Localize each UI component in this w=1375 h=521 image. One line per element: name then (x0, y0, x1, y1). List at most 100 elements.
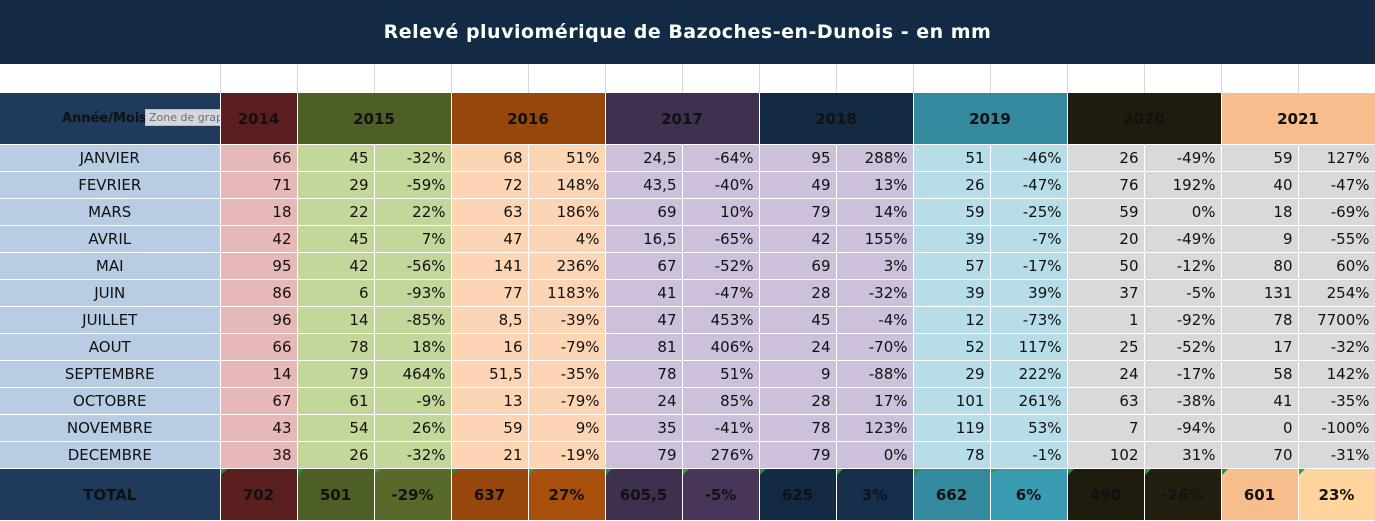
variation-cell[interactable]: 85% (682, 387, 760, 415)
rainfall-cell[interactable]: 58 (1221, 360, 1299, 388)
rainfall-cell[interactable]: 96 (220, 306, 298, 334)
variation-cell[interactable]: -17% (1144, 360, 1222, 388)
rainfall-cell[interactable]: 72 (451, 171, 529, 199)
variation-cell[interactable]: -88% (836, 360, 914, 388)
rainfall-cell[interactable]: 80 (1221, 252, 1299, 280)
year-header-2014[interactable]: 2014 (220, 93, 298, 145)
rainfall-cell[interactable]: 70 (1221, 441, 1299, 469)
total-rainfall-cell[interactable]: 625 (759, 468, 837, 521)
variation-cell[interactable]: 53% (990, 414, 1068, 442)
rainfall-cell[interactable]: 45 (297, 144, 375, 172)
rainfall-cell[interactable]: 63 (1067, 387, 1145, 415)
variation-cell[interactable]: -12% (1144, 252, 1222, 280)
rainfall-cell[interactable]: 17 (1221, 333, 1299, 361)
variation-cell[interactable]: -70% (836, 333, 914, 361)
rainfall-cell[interactable]: 78 (605, 360, 683, 388)
rainfall-cell[interactable]: 141 (451, 252, 529, 280)
variation-cell[interactable]: -41% (682, 414, 760, 442)
rainfall-cell[interactable]: 47 (605, 306, 683, 334)
variation-cell[interactable]: 22% (374, 198, 452, 226)
variation-cell[interactable]: 261% (990, 387, 1068, 415)
variation-cell[interactable]: 3% (836, 252, 914, 280)
total-rainfall-cell[interactable]: 637 (451, 468, 529, 521)
variation-cell[interactable]: 288% (836, 144, 914, 172)
rainfall-cell[interactable]: 45 (297, 225, 375, 253)
year-month-header[interactable]: Année/Mois Zone de graphique (0, 93, 221, 145)
month-label[interactable]: MAI (0, 252, 221, 280)
rainfall-cell[interactable]: 78 (297, 333, 375, 361)
rainfall-cell[interactable]: 131 (1221, 279, 1299, 307)
variation-cell[interactable]: 51% (682, 360, 760, 388)
rainfall-cell[interactable]: 101 (913, 387, 991, 415)
year-header-2017[interactable]: 2017 (605, 93, 760, 145)
variation-cell[interactable]: 0% (836, 441, 914, 469)
total-rainfall-cell[interactable]: 601 (1221, 468, 1299, 521)
rainfall-cell[interactable]: 25 (1067, 333, 1145, 361)
rainfall-cell[interactable]: 26 (913, 171, 991, 199)
rainfall-cell[interactable]: 78 (1221, 306, 1299, 334)
total-rainfall-cell[interactable]: 702 (220, 468, 298, 521)
variation-cell[interactable]: 155% (836, 225, 914, 253)
variation-cell[interactable]: 123% (836, 414, 914, 442)
variation-cell[interactable]: 186% (528, 198, 606, 226)
rainfall-cell[interactable]: 9 (759, 360, 837, 388)
rainfall-cell[interactable]: 24 (1067, 360, 1145, 388)
rainfall-cell[interactable]: 102 (1067, 441, 1145, 469)
variation-cell[interactable]: 142% (1298, 360, 1375, 388)
total-variation-cell[interactable]: 23% (1298, 468, 1375, 521)
variation-cell[interactable]: 60% (1298, 252, 1375, 280)
variation-cell[interactable]: -59% (374, 171, 452, 199)
variation-cell[interactable]: 39% (990, 279, 1068, 307)
rainfall-cell[interactable]: 24 (759, 333, 837, 361)
variation-cell[interactable]: 406% (682, 333, 760, 361)
rainfall-cell[interactable]: 71 (220, 171, 298, 199)
rainfall-cell[interactable]: 81 (605, 333, 683, 361)
variation-cell[interactable]: -65% (682, 225, 760, 253)
variation-cell[interactable]: -100% (1298, 414, 1375, 442)
rainfall-cell[interactable]: 41 (1221, 387, 1299, 415)
total-variation-cell[interactable]: -26% (1144, 468, 1222, 521)
year-header-2020[interactable]: 2020 (1067, 93, 1222, 145)
rainfall-cell[interactable]: 28 (759, 387, 837, 415)
rainfall-cell[interactable]: 68 (451, 144, 529, 172)
rainfall-cell[interactable]: 24 (605, 387, 683, 415)
rainfall-cell[interactable]: 14 (220, 360, 298, 388)
variation-cell[interactable]: 7700% (1298, 306, 1375, 334)
month-label[interactable]: JUIN (0, 279, 221, 307)
rainfall-cell[interactable]: 42 (759, 225, 837, 253)
variation-cell[interactable]: -40% (682, 171, 760, 199)
variation-cell[interactable]: -47% (682, 279, 760, 307)
total-rainfall-cell[interactable]: 605,5 (605, 468, 683, 521)
variation-cell[interactable]: -79% (528, 387, 606, 415)
variation-cell[interactable]: -32% (836, 279, 914, 307)
variation-cell[interactable]: -9% (374, 387, 452, 415)
total-variation-cell[interactable]: 6% (990, 468, 1068, 521)
variation-cell[interactable]: 453% (682, 306, 760, 334)
variation-cell[interactable]: -64% (682, 144, 760, 172)
rainfall-cell[interactable]: 59 (1221, 144, 1299, 172)
rainfall-cell[interactable]: 43,5 (605, 171, 683, 199)
variation-cell[interactable]: 148% (528, 171, 606, 199)
rainfall-cell[interactable]: 79 (605, 441, 683, 469)
variation-cell[interactable]: 0% (1144, 198, 1222, 226)
rainfall-cell[interactable]: 52 (913, 333, 991, 361)
rainfall-cell[interactable]: 35 (605, 414, 683, 442)
rainfall-cell[interactable]: 79 (759, 441, 837, 469)
variation-cell[interactable]: -79% (528, 333, 606, 361)
rainfall-cell[interactable]: 38 (220, 441, 298, 469)
rainfall-cell[interactable]: 26 (297, 441, 375, 469)
month-label[interactable]: DECEMBRE (0, 441, 221, 469)
rainfall-cell[interactable]: 69 (759, 252, 837, 280)
rainfall-cell[interactable]: 42 (297, 252, 375, 280)
rainfall-cell[interactable]: 78 (913, 441, 991, 469)
rainfall-cell[interactable]: 6 (297, 279, 375, 307)
variation-cell[interactable]: 18% (374, 333, 452, 361)
variation-cell[interactable]: 222% (990, 360, 1068, 388)
rainfall-cell[interactable]: 1 (1067, 306, 1145, 334)
variation-cell[interactable]: -92% (1144, 306, 1222, 334)
year-header-2016[interactable]: 2016 (451, 93, 606, 145)
variation-cell[interactable]: -49% (1144, 225, 1222, 253)
variation-cell[interactable]: -1% (990, 441, 1068, 469)
variation-cell[interactable]: -69% (1298, 198, 1375, 226)
variation-cell[interactable]: -25% (990, 198, 1068, 226)
